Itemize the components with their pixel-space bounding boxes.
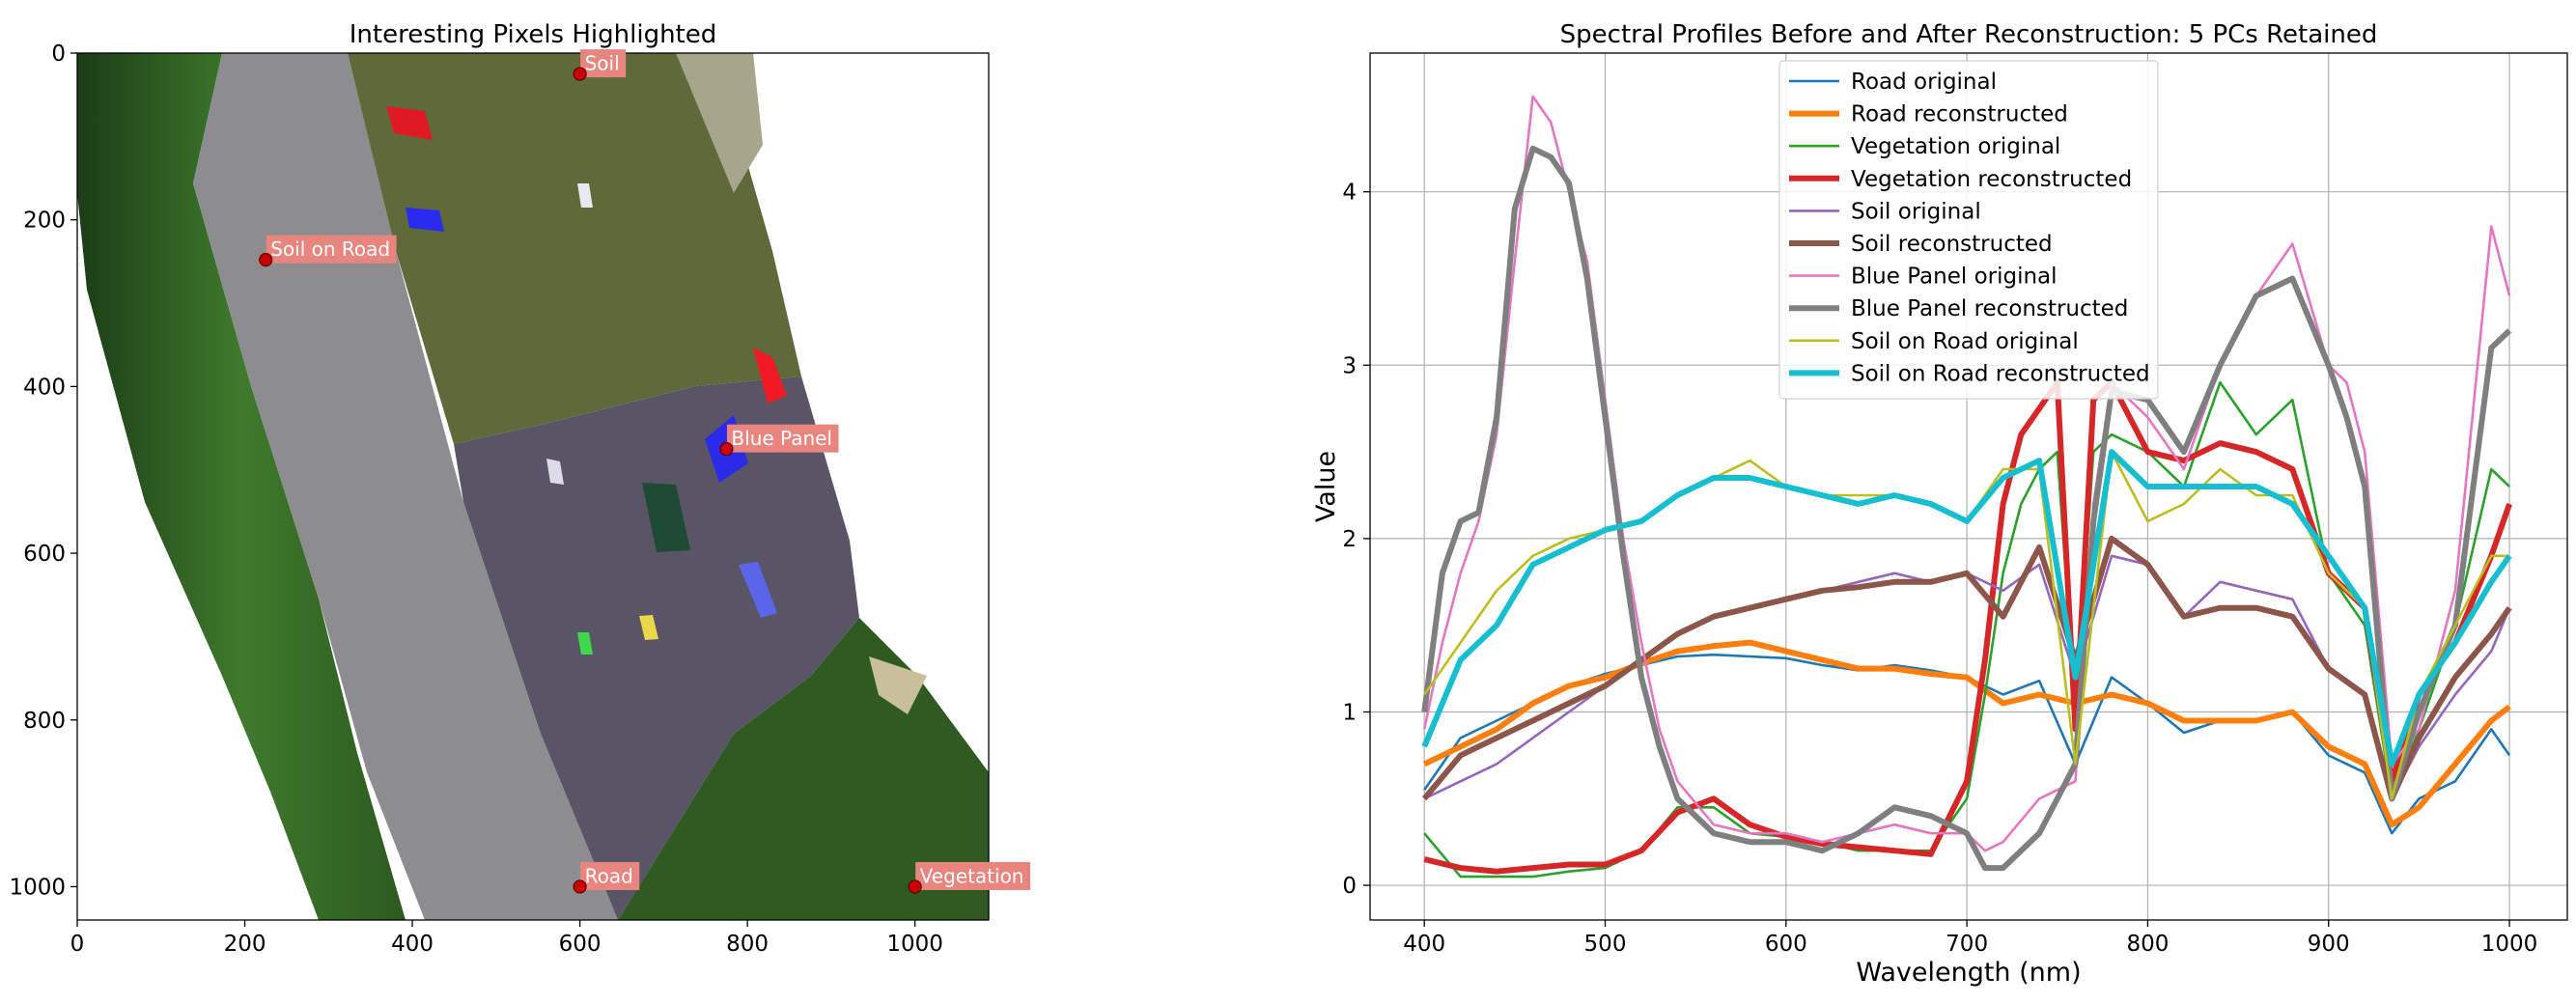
pixel-label: Vegetation bbox=[920, 864, 1024, 887]
pixel-marker bbox=[573, 879, 587, 894]
y-tick-label: 400 bbox=[23, 375, 66, 400]
image-frame bbox=[76, 52, 990, 921]
pixel-annotation: Vegetation bbox=[908, 861, 1030, 894]
pixel-annotation: Soil on Road bbox=[259, 235, 397, 267]
plot-frame bbox=[1369, 52, 2568, 921]
x-tick-label: 900 bbox=[2308, 932, 2350, 957]
pixel-annotation: Road bbox=[573, 861, 640, 894]
pixel-label: Blue Panel bbox=[731, 427, 832, 450]
legend-label: Soil on Road original bbox=[1851, 329, 2079, 354]
x-tick-label: 500 bbox=[1584, 932, 1627, 957]
pixel-marker bbox=[573, 67, 587, 81]
legend-entry: Vegetation original bbox=[1789, 134, 2060, 159]
pixel-label-box bbox=[266, 235, 397, 264]
x-tick-label: 1000 bbox=[2481, 932, 2538, 957]
series-line bbox=[1421, 145, 2512, 872]
y-tick-label: 3 bbox=[1342, 353, 1357, 378]
legend-entry: Soil on Road reconstructed bbox=[1789, 361, 2150, 386]
series-line bbox=[1421, 535, 2512, 802]
legend-box bbox=[1778, 60, 2159, 400]
image-panel: Interesting Pixels Highlighted bbox=[9, 20, 1030, 957]
legend-label: Blue Panel reconstructed bbox=[1851, 296, 2128, 321]
y-tick-label: 4 bbox=[1342, 181, 1357, 206]
y-tick-label: 1 bbox=[1342, 700, 1357, 725]
legend-label: Soil original bbox=[1851, 199, 1981, 224]
image-title: Interesting Pixels Highlighted bbox=[350, 20, 717, 49]
y-tick-label: 800 bbox=[23, 709, 66, 734]
x-tick-label: 600 bbox=[559, 932, 602, 957]
x-axis: 400 500 600 700 800 900 1000 bbox=[1403, 920, 2537, 957]
x-tick-label: 0 bbox=[70, 932, 85, 957]
series-line bbox=[1421, 449, 2512, 767]
legend-entry: Vegetation reconstructed bbox=[1789, 167, 2132, 192]
x-tick-label: 1000 bbox=[886, 932, 943, 957]
legend-entry: Blue Panel reconstructed bbox=[1789, 296, 2128, 321]
pixel-annotation: Soil bbox=[573, 49, 627, 81]
hyperspectral-scene bbox=[77, 53, 989, 920]
x-tick-label: 400 bbox=[1403, 932, 1445, 957]
pixel-label: Soil bbox=[585, 52, 620, 75]
series-lines bbox=[1421, 95, 2512, 878]
chart-title: Spectral Profiles Before and After Recon… bbox=[1560, 20, 2378, 49]
x-tick-label: 200 bbox=[224, 932, 266, 957]
pixel-annotation: Blue Panel bbox=[719, 424, 839, 457]
legend-label: Road original bbox=[1851, 70, 1997, 95]
pixel-label-box bbox=[726, 424, 839, 453]
y-axis-label: Value bbox=[1311, 451, 1341, 522]
x-tick-label: 800 bbox=[726, 932, 769, 957]
pixel-marker bbox=[259, 253, 273, 267]
legend-entry: Road original bbox=[1789, 70, 1997, 95]
legend-label: Road reconstructed bbox=[1851, 102, 2068, 127]
x-tick-label: 600 bbox=[1765, 932, 1807, 957]
legend: Road original Road reconstructed Vegetatio… bbox=[1778, 60, 2159, 400]
y-tick-label: 600 bbox=[23, 542, 66, 567]
y-axis: 0 1 2 3 4 bbox=[1342, 181, 1370, 899]
legend-entry: Road reconstructed bbox=[1789, 102, 2068, 127]
legend-entry: Blue Panel original bbox=[1789, 265, 2058, 290]
pixel-marker bbox=[908, 879, 922, 894]
y-tick-label: 200 bbox=[23, 209, 66, 234]
legend-label: Blue Panel original bbox=[1851, 265, 2058, 290]
y-tick-label: 0 bbox=[1342, 874, 1357, 899]
y-tick-label: 2 bbox=[1342, 527, 1357, 552]
spectral-chart: Spectral Profiles Before and After Recon… bbox=[1311, 20, 2568, 988]
legend-label: Vegetation original bbox=[1851, 134, 2060, 159]
legend-entry: Soil on Road original bbox=[1789, 329, 2079, 354]
legend-label: Soil reconstructed bbox=[1851, 232, 2053, 257]
x-axis-label: Wavelength (nm) bbox=[1856, 958, 2081, 988]
legend-entry: Soil reconstructed bbox=[1789, 232, 2053, 257]
pixel-label-box bbox=[580, 861, 640, 890]
pixel-label-box bbox=[915, 861, 1030, 890]
image-y-axis: 0 200 400 600 800 1000 bbox=[9, 42, 77, 900]
pixel-label-box bbox=[580, 49, 627, 78]
pixel-marker bbox=[719, 442, 734, 457]
x-tick-label: 700 bbox=[1946, 932, 1988, 957]
x-tick-label: 800 bbox=[2126, 932, 2169, 957]
legend-label: Vegetation reconstructed bbox=[1851, 167, 2132, 192]
image-x-axis: 0 200 400 600 800 1000 bbox=[70, 920, 943, 957]
legend-entry: Soil original bbox=[1789, 199, 1981, 224]
pixel-label: Road bbox=[585, 864, 633, 887]
x-tick-label: 400 bbox=[391, 932, 434, 957]
y-tick-label: 1000 bbox=[9, 875, 66, 900]
pixel-label: Soil on Road bbox=[270, 237, 390, 261]
highlighted-pixels: Soil Soil on Road Blue Panel Road Vegetation bbox=[259, 49, 1030, 894]
y-tick-label: 0 bbox=[51, 42, 66, 67]
legend-label: Soil on Road reconstructed bbox=[1851, 361, 2150, 386]
